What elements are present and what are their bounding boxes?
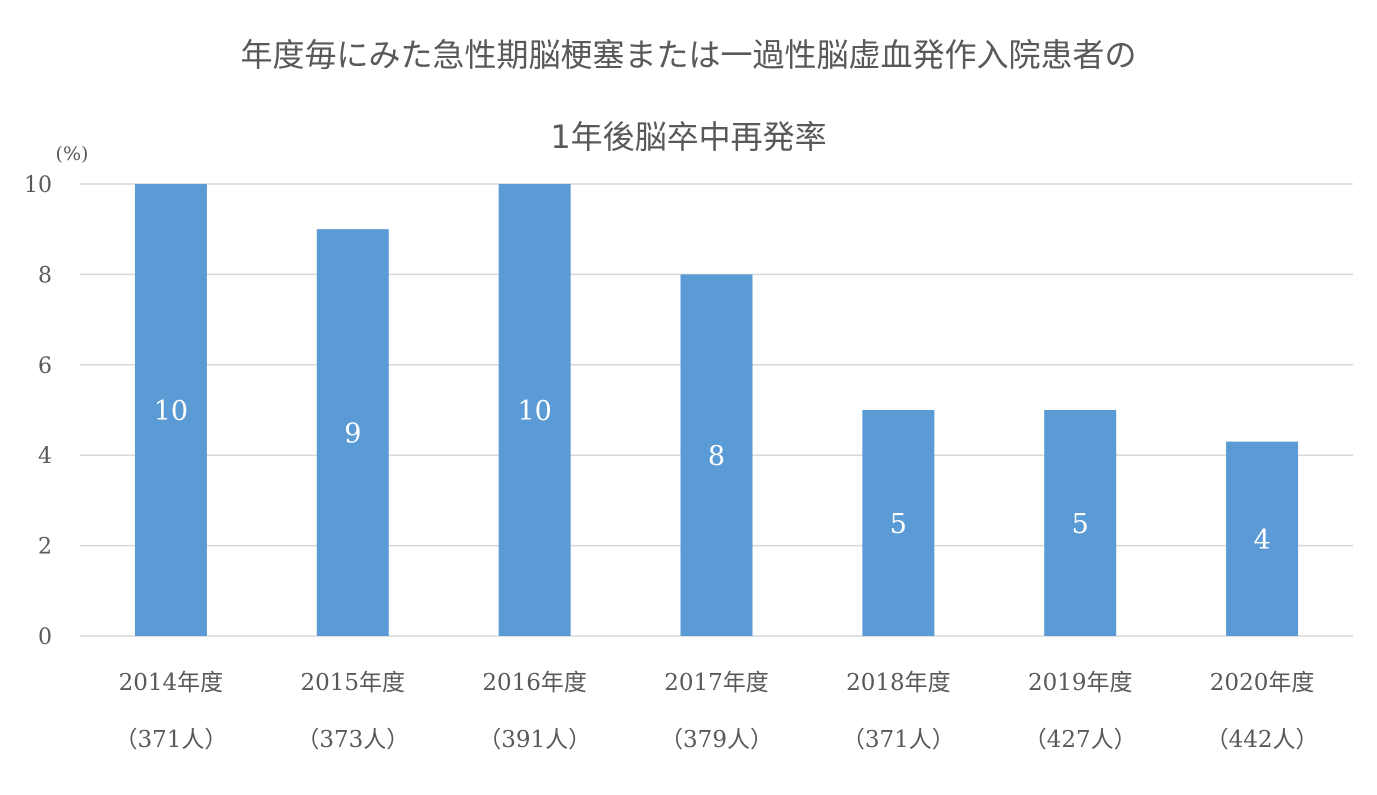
- x-category-label: 2014年度: [119, 670, 224, 696]
- bar: [1044, 410, 1117, 636]
- x-category-label: 2016年度: [482, 670, 587, 696]
- x-category-label: 2019年度: [1028, 670, 1133, 696]
- x-category-label: 2018年度: [846, 670, 951, 696]
- x-category-label: 2020年度: [1210, 670, 1315, 696]
- bar: [862, 410, 935, 636]
- bar-data-label: 10: [154, 396, 188, 427]
- y-tick-label: 8: [38, 263, 52, 288]
- y-tick-label: 4: [38, 444, 52, 469]
- bar-data-label: 10: [517, 396, 551, 427]
- bars: 10 9 10 8 5 5 4: [134, 184, 1299, 636]
- x-category-sublabel: （427人）: [1024, 727, 1137, 753]
- bar: [498, 184, 571, 636]
- x-category-sublabel: （391人）: [478, 727, 591, 753]
- x-category-sublabel: （442人）: [1206, 727, 1319, 753]
- y-tick-label: 0: [38, 625, 52, 650]
- x-category-sublabel: （371人）: [114, 727, 227, 753]
- x-axis-labels: 2014年度 （371人） 2015年度 （373人） 2016年度 （391人） 2017…: [114, 670, 1318, 753]
- x-category-sublabel: （373人）: [296, 727, 409, 753]
- y-axis-ticks: 0 2 4 6 8 10: [24, 173, 52, 650]
- bar: [134, 184, 207, 636]
- y-axis-unit-label: (%): [56, 143, 89, 165]
- bar-data-label: 5: [1072, 509, 1089, 540]
- bar-data-label: 5: [890, 509, 907, 540]
- x-category-label: 2017年度: [664, 670, 769, 696]
- bar: [680, 274, 753, 636]
- bar: [1226, 441, 1299, 636]
- chart-title-line-1: 年度毎にみた急性期脳梗塞または一過性脳虚血発作入院患者の: [240, 36, 1137, 74]
- chart-title-line-2: 1年後脳卒中再発率: [550, 118, 827, 156]
- y-tick-label: 2: [38, 535, 52, 560]
- x-category-label: 2015年度: [301, 670, 406, 696]
- bar: [316, 229, 389, 636]
- x-category-sublabel: （371人）: [842, 727, 955, 753]
- bar-data-label: 9: [344, 419, 361, 450]
- bar-data-label: 4: [1253, 525, 1270, 556]
- y-tick-label: 6: [38, 354, 52, 379]
- bar-data-label: 8: [708, 441, 725, 472]
- x-category-sublabel: （379人）: [660, 727, 773, 753]
- y-tick-label: 10: [24, 173, 52, 198]
